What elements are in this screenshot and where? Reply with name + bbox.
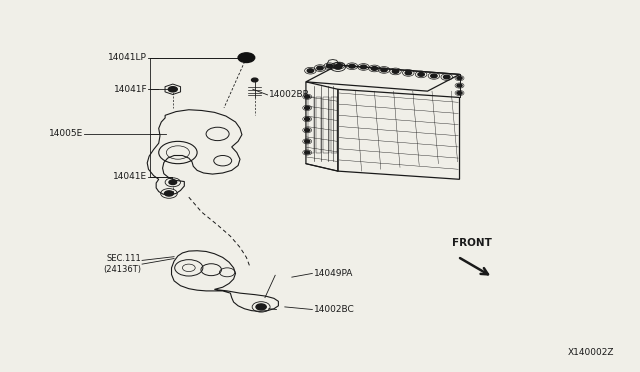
- Circle shape: [256, 304, 266, 310]
- Circle shape: [169, 180, 177, 185]
- Circle shape: [326, 64, 333, 68]
- Circle shape: [431, 74, 437, 78]
- Circle shape: [305, 118, 310, 121]
- Circle shape: [252, 78, 258, 82]
- Circle shape: [349, 64, 355, 68]
- Circle shape: [392, 70, 399, 73]
- Circle shape: [457, 84, 462, 87]
- Circle shape: [418, 73, 424, 76]
- Circle shape: [334, 65, 342, 69]
- Circle shape: [305, 129, 310, 132]
- Text: FRONT: FRONT: [452, 238, 492, 248]
- Text: SEC.111
(24136T): SEC.111 (24136T): [103, 254, 141, 274]
- Circle shape: [371, 67, 378, 70]
- Circle shape: [305, 140, 310, 143]
- Circle shape: [381, 68, 387, 72]
- Circle shape: [457, 77, 462, 80]
- Circle shape: [336, 64, 342, 67]
- Circle shape: [238, 53, 255, 62]
- Circle shape: [405, 71, 412, 75]
- Circle shape: [360, 65, 367, 69]
- Text: 14041LP: 14041LP: [108, 53, 147, 62]
- Text: 14002BB: 14002BB: [269, 90, 310, 99]
- Text: 14041E: 14041E: [113, 172, 147, 181]
- Circle shape: [305, 95, 310, 98]
- Circle shape: [307, 69, 314, 73]
- Text: 14041F: 14041F: [113, 85, 147, 94]
- Circle shape: [168, 87, 177, 92]
- Text: 14002BC: 14002BC: [314, 305, 355, 314]
- Circle shape: [305, 106, 310, 109]
- Circle shape: [444, 75, 450, 79]
- Circle shape: [164, 191, 173, 196]
- Circle shape: [457, 92, 462, 94]
- Text: 14005E: 14005E: [49, 129, 83, 138]
- Circle shape: [305, 151, 310, 154]
- Text: 14049PA: 14049PA: [314, 269, 353, 278]
- Text: X140002Z: X140002Z: [568, 348, 614, 357]
- Circle shape: [317, 66, 323, 70]
